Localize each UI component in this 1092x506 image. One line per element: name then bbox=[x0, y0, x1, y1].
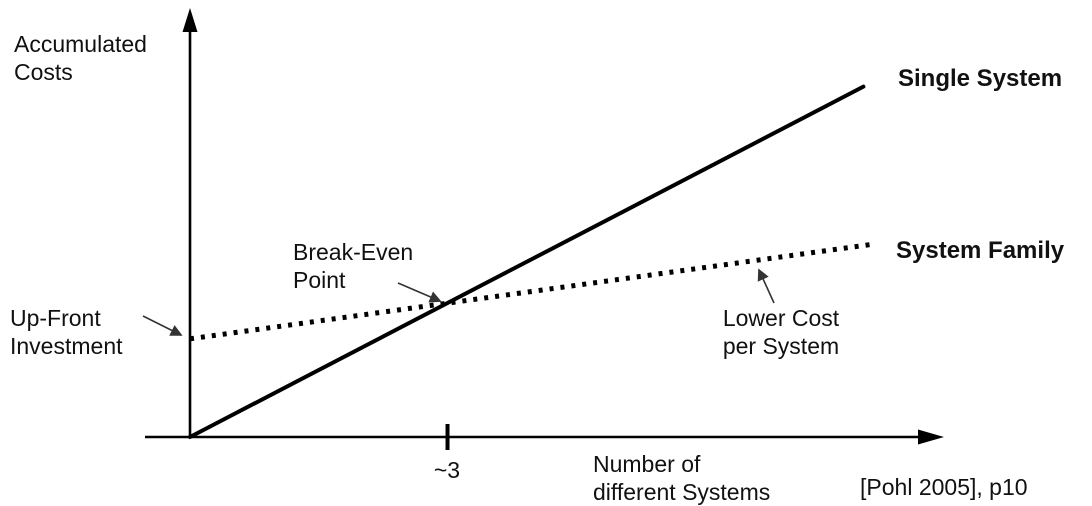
up-front-label: Up-Front Investment bbox=[10, 305, 123, 360]
up-front-arrow-icon bbox=[142, 315, 183, 336]
lower-cost-arrow-icon bbox=[757, 268, 775, 304]
citation: [Pohl 2005], p10 bbox=[860, 474, 1028, 500]
x-axis-label: Number of different Systems bbox=[593, 451, 771, 506]
break-even-label: Break-Even Point bbox=[293, 239, 414, 294]
x-tick-label: ~3 bbox=[433, 457, 461, 483]
y-axis-label: Accumulated Costs bbox=[14, 31, 147, 86]
break-even-arrow-icon bbox=[397, 282, 442, 303]
series-label-system-family: System Family bbox=[896, 237, 1065, 264]
single-system-line bbox=[188, 84, 866, 439]
x-axis-arrowhead-icon bbox=[918, 429, 944, 445]
series-label-single-system: Single System bbox=[898, 65, 1063, 92]
system-family-line bbox=[189, 242, 872, 342]
y-axis-arrowhead-icon bbox=[182, 8, 198, 32]
lower-cost-label: Lower Cost per System bbox=[722, 305, 840, 360]
